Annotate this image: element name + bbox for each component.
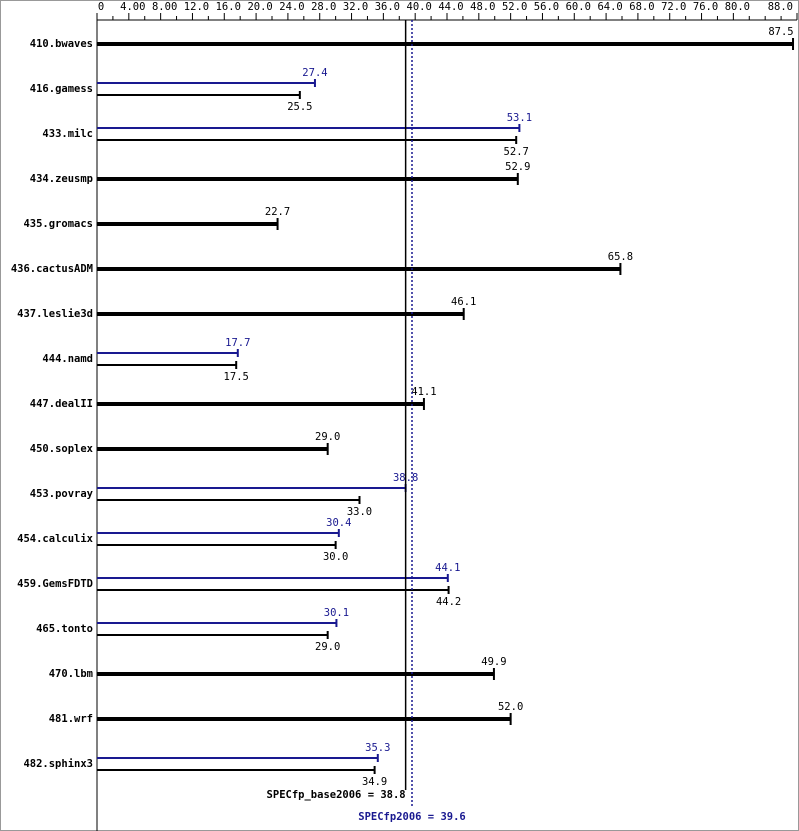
x-tick-label: 68.0 (629, 1, 654, 13)
bar (97, 487, 406, 489)
category-label: 465.tonto (36, 623, 93, 635)
bar (97, 447, 328, 451)
bar (97, 312, 464, 316)
x-tick-label: 16.0 (216, 1, 241, 13)
value-label: 30.1 (324, 607, 349, 619)
x-tick-label: 8.00 (152, 1, 177, 13)
value-label: 53.1 (507, 112, 532, 124)
value-label: 17.7 (225, 337, 250, 349)
bar (97, 577, 448, 579)
bar (97, 222, 278, 226)
category-label: 459.GemsFDTD (17, 578, 93, 590)
bar (97, 352, 238, 354)
x-tick-label: 40.0 (407, 1, 432, 13)
bar (97, 82, 315, 84)
bar (97, 499, 360, 501)
value-label: 17.5 (224, 371, 249, 383)
reference-label: SPECfp_base2006 = 38.8 (267, 789, 406, 801)
x-tick-label: 0 (98, 1, 104, 13)
x-tick-label: 88.0 (768, 1, 793, 13)
category-label: 444.namd (42, 353, 93, 365)
x-tick-label: 76.0 (693, 1, 718, 13)
category-label: 470.lbm (49, 668, 93, 680)
reference-label: SPECfp2006 = 39.6 (358, 811, 465, 823)
bar (97, 139, 517, 141)
bar (97, 769, 375, 771)
category-label: 433.milc (42, 128, 93, 140)
value-label: 35.3 (365, 742, 390, 754)
value-label: 30.0 (323, 551, 348, 563)
category-label: 416.gamess (30, 83, 93, 95)
category-label: 482.sphinx3 (23, 758, 93, 770)
value-label: 87.5 (768, 26, 793, 38)
bar (97, 402, 424, 406)
value-label: 52.0 (498, 701, 523, 713)
category-label: 436.cactusADM (11, 263, 93, 275)
category-label: 481.wrf (49, 713, 93, 725)
bar (97, 364, 237, 366)
bar (97, 94, 300, 96)
bar (97, 127, 520, 129)
value-label: 33.0 (347, 506, 372, 518)
category-label: 434.zeusmp (30, 173, 93, 185)
value-label: 30.4 (326, 517, 351, 529)
value-label: 65.8 (608, 251, 633, 263)
x-tick-label: 44.0 (438, 1, 463, 13)
x-tick-label: 12.0 (184, 1, 209, 13)
bar (97, 177, 518, 181)
value-label: 29.0 (315, 431, 340, 443)
bar (97, 589, 449, 591)
category-label: 435.gromacs (23, 218, 93, 230)
value-label: 52.9 (505, 161, 530, 173)
category-label: 454.calculix (17, 533, 94, 545)
bar (97, 717, 511, 721)
bar (97, 634, 328, 636)
x-tick-label: 56.0 (534, 1, 559, 13)
value-label: 27.4 (302, 67, 327, 79)
value-label: 46.1 (451, 296, 476, 308)
category-label: 437.leslie3d (17, 308, 93, 320)
category-label: 410.bwaves (30, 38, 93, 50)
x-tick-label: 32.0 (343, 1, 368, 13)
value-label: 44.2 (436, 596, 461, 608)
bar (97, 622, 337, 624)
value-label: 52.7 (504, 146, 529, 158)
x-tick-label: 64.0 (597, 1, 622, 13)
x-tick-label: 80.0 (725, 1, 750, 13)
x-tick-label: 60.0 (566, 1, 591, 13)
category-label: 450.soplex (30, 443, 94, 455)
bar (97, 532, 339, 534)
x-tick-label: 4.00 (120, 1, 145, 13)
value-label: 25.5 (287, 101, 312, 113)
bar (97, 267, 621, 271)
bar (97, 757, 378, 759)
bar (97, 544, 336, 546)
x-tick-label: 36.0 (375, 1, 400, 13)
value-label: 22.7 (265, 206, 290, 218)
x-tick-label: 24.0 (279, 1, 304, 13)
x-tick-label: 72.0 (661, 1, 686, 13)
category-label: 453.povray (30, 488, 94, 500)
value-label: 34.9 (362, 776, 387, 788)
x-tick-label: 28.0 (311, 1, 336, 13)
value-label: 44.1 (435, 562, 460, 574)
x-tick-label: 52.0 (502, 1, 527, 13)
value-label: 29.0 (315, 641, 340, 653)
bar (97, 42, 794, 46)
value-label: 49.9 (481, 656, 506, 668)
bar (97, 672, 494, 676)
category-label: 447.dealII (30, 398, 93, 410)
x-tick-label: 20.0 (247, 1, 272, 13)
value-label: 41.1 (411, 386, 436, 398)
x-tick-label: 48.0 (470, 1, 495, 13)
